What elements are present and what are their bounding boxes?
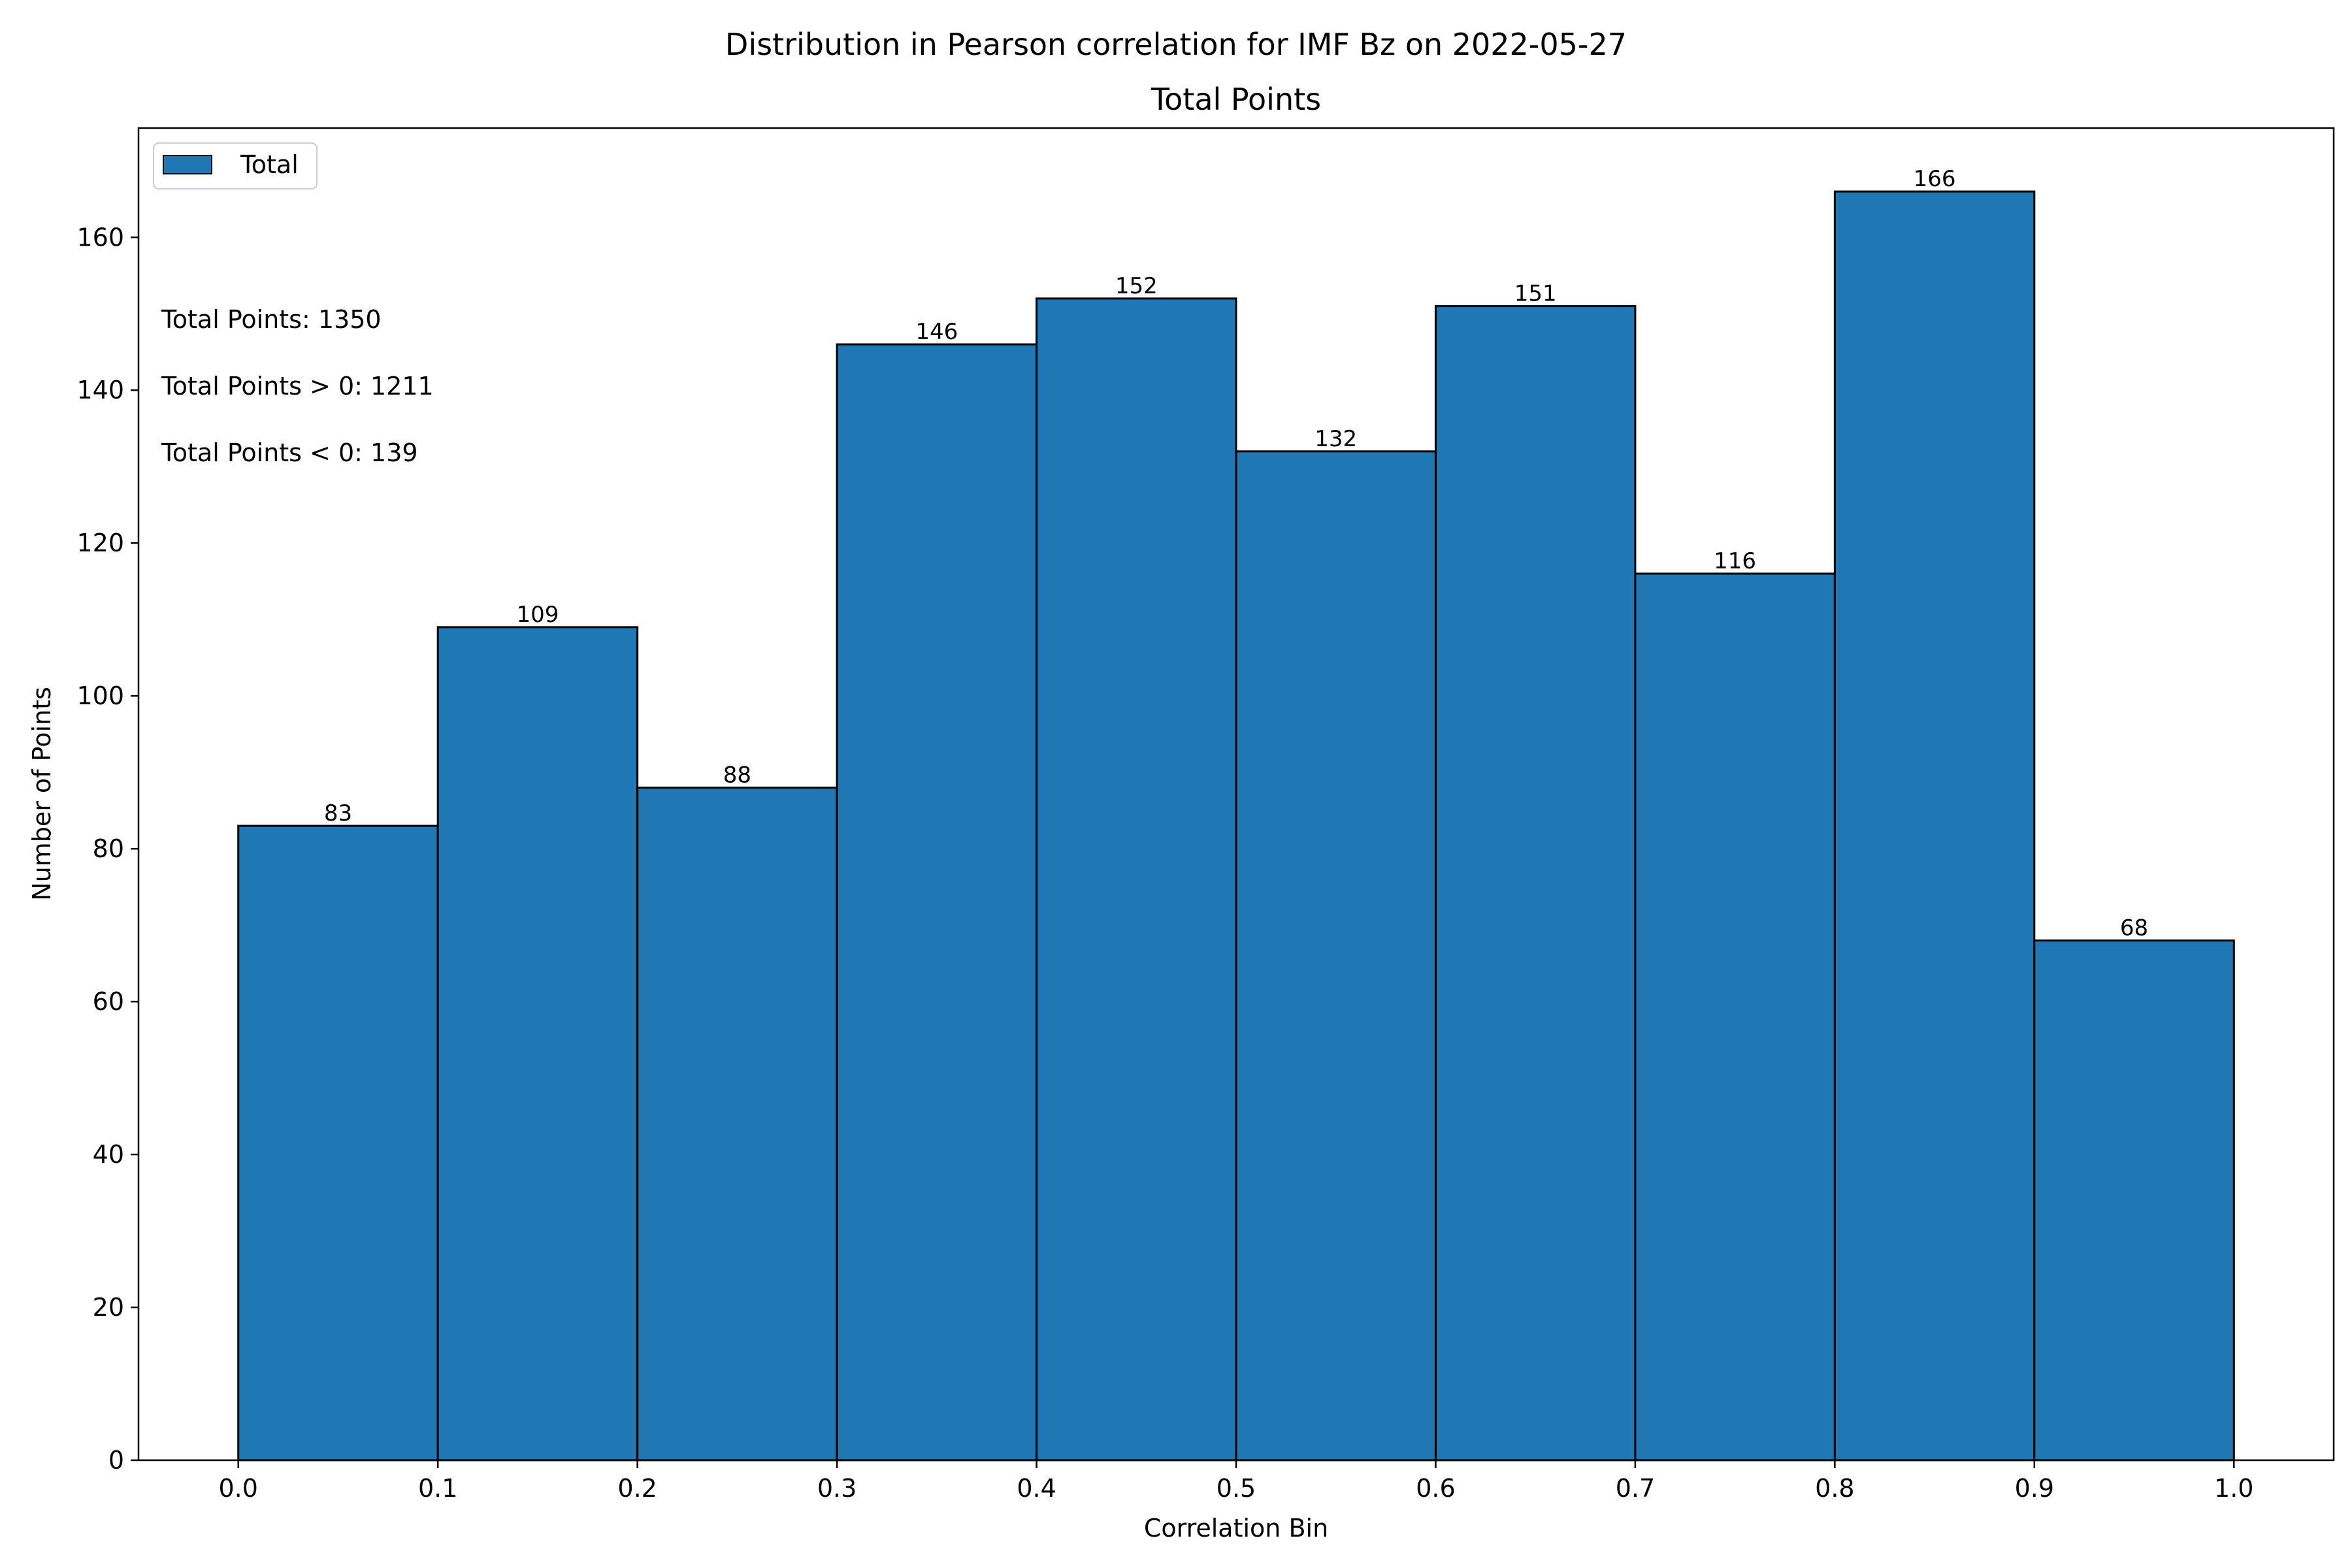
x-tick-label-0: 0.0 — [219, 1474, 258, 1503]
y-tick-label-7: 140 — [76, 376, 124, 404]
x-axis-ticks: 0.0 0.1 0.2 0.3 0.4 0.5 0.6 0.7 0.8 0.9 1.0 — [219, 1460, 2253, 1503]
y-axis-ticks: 0 20 40 60 80 100 120 140 160 — [76, 223, 139, 1475]
annotation-total-points-positive: Total Points > 0: 1211 — [161, 372, 434, 400]
legend-box — [153, 142, 318, 189]
bar-value-label-9: 68 — [2120, 915, 2148, 941]
bar-value-label-1: 109 — [516, 602, 559, 628]
bar-value-label-4: 152 — [1115, 273, 1158, 299]
x-tick-label-4: 0.4 — [1017, 1474, 1056, 1503]
legend-label: Total — [240, 150, 299, 179]
bar-value-label-8: 166 — [1914, 166, 1956, 192]
legend-swatch — [163, 155, 212, 174]
y-tick-label-5: 100 — [76, 681, 124, 710]
x-tick-label-2: 0.2 — [617, 1474, 657, 1503]
bar-9 — [2033, 939, 2235, 1462]
bar-8 — [1833, 190, 2036, 1462]
x-tick-label-1: 0.1 — [418, 1474, 457, 1503]
x-tick-label-8: 0.8 — [1815, 1474, 1854, 1503]
axes-title: Total Points — [1151, 82, 1321, 117]
bar-value-label-6: 151 — [1514, 281, 1557, 307]
bar-4 — [1036, 297, 1237, 1462]
bar-labels-group: 83 109 88 146 152 132 151 116 166 68 — [324, 166, 2148, 941]
x-axis-label: Correlation Bin — [1144, 1514, 1328, 1543]
y-tick-label-2: 40 — [93, 1140, 124, 1169]
bar-6 — [1434, 305, 1637, 1462]
x-tick-label-9: 0.9 — [2015, 1474, 2054, 1503]
bar-value-label-7: 116 — [1714, 548, 1756, 574]
x-tick-label-10: 1.0 — [2214, 1474, 2253, 1503]
bars-group — [237, 190, 2235, 1462]
bar-2 — [636, 787, 838, 1462]
x-tick-label-3: 0.3 — [817, 1474, 857, 1503]
bar-0 — [237, 825, 439, 1462]
y-tick-label-1: 20 — [93, 1293, 124, 1322]
y-tick-label-8: 160 — [76, 223, 124, 252]
legend: Total — [153, 142, 318, 189]
y-tick-label-6: 120 — [76, 529, 124, 557]
y-axis-label: Number of Points — [27, 687, 56, 901]
x-tick-label-5: 0.5 — [1217, 1474, 1256, 1503]
annotation-total-points: Total Points: 1350 — [161, 305, 382, 334]
y-tick-label-4: 80 — [93, 834, 124, 863]
bar-value-label-3: 146 — [915, 319, 958, 345]
figure-suptitle: Distribution in Pearson correlation for … — [725, 27, 1627, 62]
bar-7 — [1634, 572, 1836, 1462]
bar-3 — [836, 343, 1038, 1462]
y-tick-label-0: 0 — [108, 1446, 124, 1475]
bar-5 — [1235, 450, 1437, 1462]
y-tick-label-3: 60 — [93, 987, 124, 1016]
x-tick-label-6: 0.6 — [1416, 1474, 1455, 1503]
x-tick-label-7: 0.7 — [1616, 1474, 1655, 1503]
bar-1 — [436, 626, 639, 1462]
bar-value-label-5: 132 — [1315, 426, 1357, 452]
bar-value-label-0: 83 — [324, 800, 352, 826]
annotation-total-points-negative: Total Points < 0: 139 — [161, 438, 418, 467]
bar-value-label-2: 88 — [723, 762, 751, 789]
